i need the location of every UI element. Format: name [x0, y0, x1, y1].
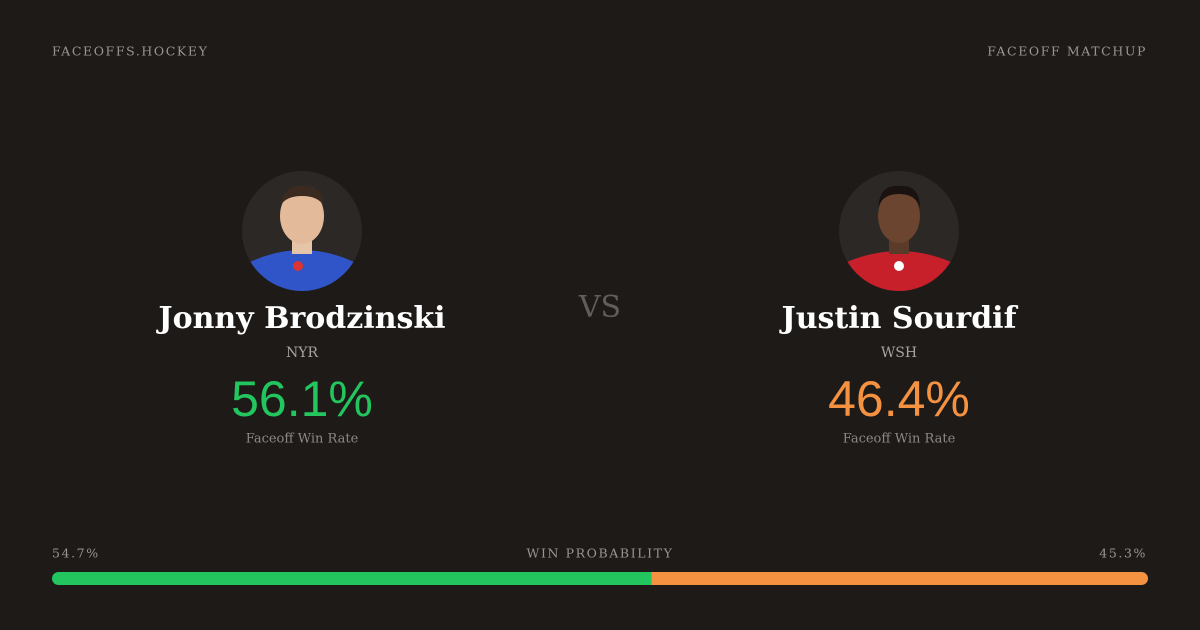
probability-segment	[651, 572, 1148, 585]
probability-title: WIN PROBABILITY	[527, 546, 674, 561]
probability-bar	[52, 572, 1148, 585]
page-title: FACEOFF MATCHUP	[987, 44, 1147, 59]
win-rate: 56.1%	[231, 371, 373, 427]
win-rate: 46.4%	[828, 371, 970, 427]
avatar	[839, 171, 959, 291]
stat-label: Faceoff Win Rate	[843, 432, 956, 447]
player-name: Justin Sourdif	[779, 301, 1019, 336]
probability-segment	[52, 572, 652, 585]
right-probability: 45.3%	[1099, 546, 1147, 561]
player-name: Jonny Brodzinski	[155, 301, 445, 336]
team: WSH	[881, 345, 917, 361]
team: NYR	[286, 345, 318, 361]
left-probability: 54.7%	[52, 546, 100, 561]
brand: FACEOFFS.HOCKEY	[52, 44, 208, 59]
avatar	[242, 171, 362, 291]
versus: VS	[578, 290, 621, 325]
stat-label: Faceoff Win Rate	[246, 432, 359, 447]
